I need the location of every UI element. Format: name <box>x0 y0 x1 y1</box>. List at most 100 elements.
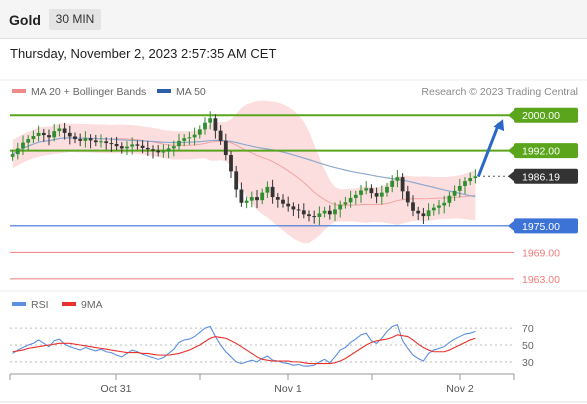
price-level-label: 1975.00 <box>522 221 560 233</box>
price-level-2000.00: 2000.00 <box>10 107 578 123</box>
candle <box>317 206 322 225</box>
candle-body <box>83 138 88 141</box>
candle <box>145 140 150 156</box>
candle-body <box>73 136 77 140</box>
candle <box>57 124 62 137</box>
candle <box>327 205 332 220</box>
candle <box>379 185 384 205</box>
price-level-1963.00: 1963.00 <box>10 274 560 286</box>
candle <box>229 151 233 179</box>
candle-body <box>270 186 275 198</box>
candle <box>213 114 218 139</box>
legend-swatch-9ma <box>62 302 76 306</box>
candle-body <box>405 191 410 203</box>
price-level-1975.00: 1975.00 <box>10 218 578 234</box>
x-axis-tick-label: Nov 1 <box>274 383 302 395</box>
timeframe-button[interactable]: 30 MIN <box>49 9 101 30</box>
candle-body <box>343 202 348 205</box>
candle <box>119 142 124 154</box>
candle-body <box>359 190 363 195</box>
candle <box>405 185 410 207</box>
candle <box>322 206 327 218</box>
candle <box>31 130 36 144</box>
candle <box>400 173 405 200</box>
target-arrow <box>477 119 505 177</box>
candle-body <box>41 132 46 136</box>
legend-swatch-bollinger <box>12 89 26 93</box>
price-level-label: 1992.00 <box>522 146 560 158</box>
candle-body <box>52 131 57 138</box>
price-level-tag <box>514 107 578 123</box>
candle-body <box>431 207 436 211</box>
price-level-tag <box>514 143 578 159</box>
candle-body <box>473 176 478 179</box>
price-level-tag-pointer <box>508 110 514 121</box>
candle-body <box>234 171 239 190</box>
candle <box>270 179 275 204</box>
candle <box>395 170 400 188</box>
candle-body <box>10 154 15 157</box>
candle-body <box>463 181 467 186</box>
candle <box>88 134 93 149</box>
candle <box>62 122 67 140</box>
candle <box>457 178 462 198</box>
rsi-legend: RSI 9MA <box>12 299 103 311</box>
rsi-tick-label: 70 <box>522 323 534 335</box>
candle <box>10 150 15 161</box>
candle-body <box>364 188 369 191</box>
candle <box>36 125 41 142</box>
candle <box>73 132 77 144</box>
candle <box>281 194 285 208</box>
candle-body <box>177 140 181 147</box>
candle-body <box>281 199 285 204</box>
candle <box>333 202 337 221</box>
candle-body <box>229 155 233 172</box>
candle-body <box>296 209 301 211</box>
candle <box>426 203 431 221</box>
candle-body <box>99 141 103 143</box>
candle-body <box>426 210 431 217</box>
x-axis-tick-label: Nov 2 <box>446 383 474 395</box>
candle <box>338 200 343 218</box>
candle <box>421 207 426 225</box>
legend-label-9ma: 9MA <box>81 299 103 311</box>
legend-label-bollinger: MA 20 + Bollinger Bands <box>31 86 146 98</box>
rsi-tick-label: 30 <box>522 357 534 369</box>
candle <box>473 169 478 184</box>
candle <box>416 206 421 221</box>
legend-label-rsi: RSI <box>31 299 49 311</box>
candle-body <box>166 148 171 152</box>
candle <box>21 135 25 156</box>
candle-body <box>171 146 176 149</box>
candle <box>255 189 259 209</box>
candle-body <box>333 209 337 215</box>
candle <box>192 127 197 146</box>
target-arrow-head <box>493 119 505 132</box>
candle-body <box>421 213 426 217</box>
candle <box>385 182 389 197</box>
candle-body <box>93 140 98 143</box>
candle-body <box>15 148 20 155</box>
candle <box>223 133 228 161</box>
candle-body <box>348 197 353 203</box>
price-level-tag-pointer <box>508 220 514 231</box>
candles <box>10 111 478 225</box>
price-level-tag-pointer <box>508 171 514 182</box>
candle <box>104 137 109 150</box>
candle-body <box>390 180 395 187</box>
candle-body <box>109 143 114 145</box>
candle-body <box>452 190 457 196</box>
candle <box>130 137 135 155</box>
candle-body <box>151 149 155 151</box>
price-level-label: 1969.00 <box>522 247 560 259</box>
candle-body <box>379 192 384 197</box>
candle-body <box>374 193 379 197</box>
candle <box>52 124 57 142</box>
bollinger-band <box>12 100 476 244</box>
candle-body <box>78 139 83 141</box>
candle-body <box>192 134 197 138</box>
candle-body <box>353 194 358 198</box>
price-level-tag <box>514 218 578 234</box>
price-level-tag <box>514 168 578 184</box>
